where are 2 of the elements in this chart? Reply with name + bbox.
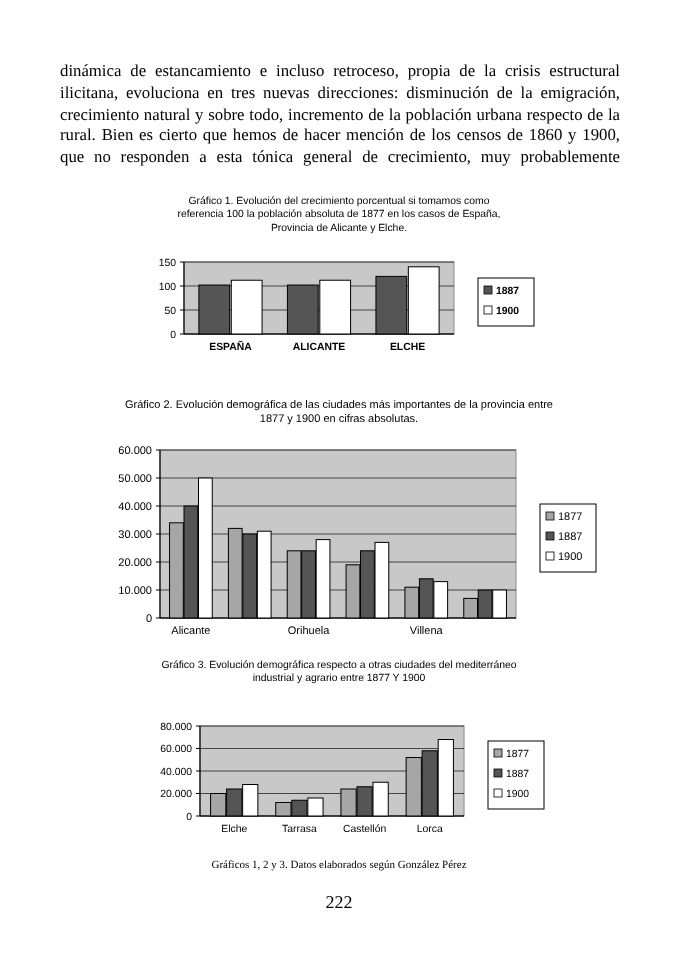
text: dinámica de estancamiento e incluso retroceso, propia de la crisis estructural ilicitana, evoluciona en tres nuevas direcciones: disminución de la emigración, crecimiento natural y sobre todo, incremento de la población urbana respecto de la rural. Bien es cierto que hemos de hacer mención de los censos de 1860 y 1900, que no responden a esta tónica general de crecimiento, muy probablemente [60,62,620,170]
text: 222 [323,892,355,912]
